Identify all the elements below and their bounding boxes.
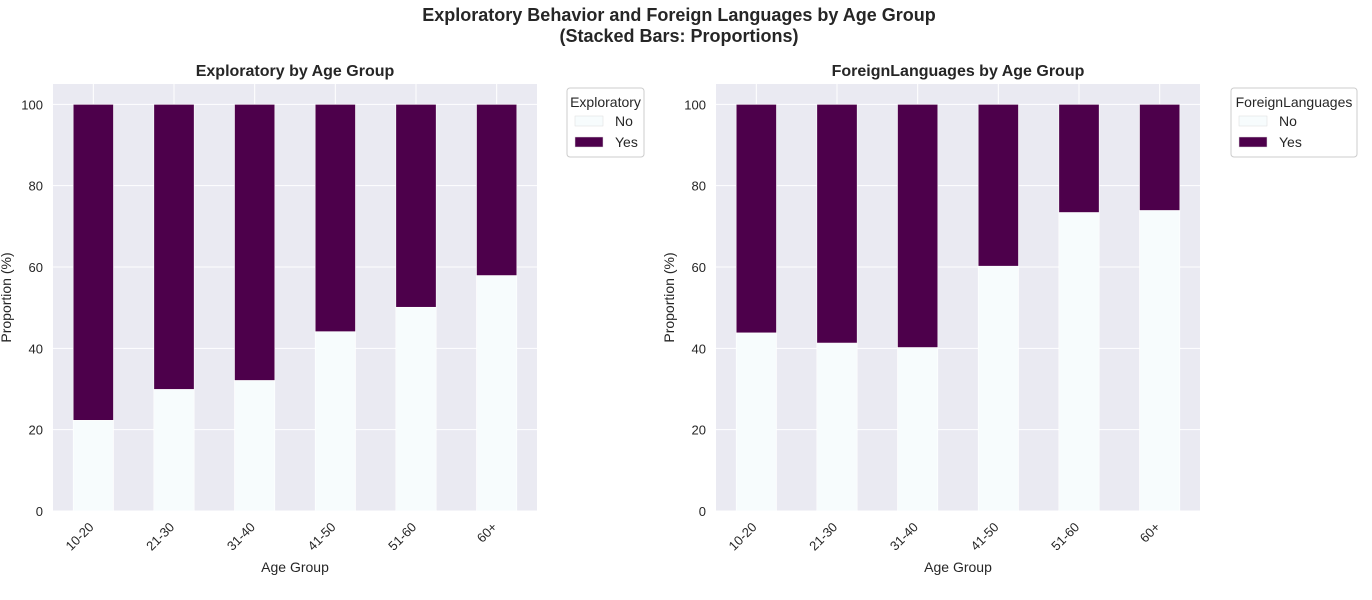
y-tick-label: 40 bbox=[692, 341, 706, 356]
x-tick-label: 60+ bbox=[474, 519, 500, 545]
legend-label: No bbox=[1279, 113, 1297, 129]
bar-yes-41-50 bbox=[977, 104, 1019, 267]
bar-yes-21-30 bbox=[153, 104, 195, 390]
plot-area bbox=[716, 84, 1200, 511]
bar-yes-10-20 bbox=[735, 104, 777, 334]
legend-title: Exploratory bbox=[570, 94, 641, 110]
subplot-title: Exploratory by Age Group bbox=[196, 63, 395, 80]
y-tick-label: 80 bbox=[29, 179, 43, 194]
bar-yes-10-20 bbox=[72, 104, 114, 421]
y-axis-label: Proportion (%) bbox=[0, 252, 14, 342]
legend-swatch-yes bbox=[1238, 136, 1268, 148]
bar-no-51-60 bbox=[395, 306, 437, 512]
y-axis-label: Proportion (%) bbox=[661, 252, 677, 342]
legend-label: Yes bbox=[1279, 134, 1302, 150]
y-tick-label: 40 bbox=[29, 341, 43, 356]
y-tick-label: 80 bbox=[692, 179, 706, 194]
x-tick-label: 31-40 bbox=[224, 519, 258, 553]
legend-swatch-no bbox=[1238, 115, 1268, 127]
x-tick-label: 41-50 bbox=[968, 519, 1002, 553]
x-tick-label: 51-60 bbox=[385, 519, 419, 553]
bar-yes-41-50 bbox=[314, 104, 356, 332]
bar-no-31-40 bbox=[897, 347, 939, 512]
bar-no-60+ bbox=[476, 275, 518, 512]
y-tick-label: 60 bbox=[692, 260, 706, 275]
figure-title-line2: (Stacked Bars: Proportions) bbox=[559, 26, 798, 46]
x-tick-label: 60+ bbox=[1137, 519, 1163, 545]
x-tick-label: 21-30 bbox=[806, 519, 840, 553]
legend-swatch-yes bbox=[574, 136, 604, 148]
subplot-2: 0 20 40 60 80 100 10-20 21-30 31-40 41-50 51-60 60+… bbox=[661, 63, 1358, 575]
x-tick-label: 10-20 bbox=[63, 519, 97, 553]
y-tick-label: 20 bbox=[29, 423, 43, 438]
y-tick-label: 0 bbox=[36, 504, 43, 519]
legend: ForeignLanguages No Yes bbox=[1230, 87, 1358, 158]
x-tick-label: 41-50 bbox=[305, 519, 339, 553]
bar-no-51-60 bbox=[1058, 212, 1100, 512]
x-axis-label: Age Group bbox=[924, 559, 992, 575]
x-tick-label: 51-60 bbox=[1048, 519, 1082, 553]
legend-swatch-no bbox=[574, 115, 604, 127]
plot-area bbox=[53, 84, 537, 511]
bar-no-10-20 bbox=[735, 332, 777, 512]
bar-yes-60+ bbox=[476, 104, 518, 276]
y-tick-label: 100 bbox=[684, 97, 706, 112]
y-tick-label: 100 bbox=[21, 97, 43, 112]
x-axis-label: Age Group bbox=[261, 559, 329, 575]
subplot-1: 0 20 40 60 80 100 10-20 21-30 31-40 41-50 51-60 60+… bbox=[0, 63, 645, 575]
bar-yes-51-60 bbox=[1058, 104, 1100, 213]
x-tick-label: 21-30 bbox=[143, 519, 177, 553]
x-tick-label: 10-20 bbox=[726, 519, 760, 553]
bar-no-21-30 bbox=[153, 389, 195, 512]
bar-no-41-50 bbox=[314, 331, 356, 512]
y-tick-label: 20 bbox=[692, 423, 706, 438]
bar-no-10-20 bbox=[72, 420, 114, 512]
bar-yes-31-40 bbox=[234, 104, 276, 381]
bar-no-60+ bbox=[1139, 210, 1181, 512]
figure-title-line1: Exploratory Behavior and Foreign Languag… bbox=[422, 5, 935, 25]
bar-yes-51-60 bbox=[395, 104, 437, 308]
legend: Exploratory No Yes bbox=[566, 87, 645, 158]
x-tick-label: 31-40 bbox=[887, 519, 921, 553]
legend-title: ForeignLanguages bbox=[1236, 94, 1353, 110]
bar-yes-21-30 bbox=[816, 104, 858, 344]
bar-no-31-40 bbox=[234, 380, 276, 512]
bar-no-21-30 bbox=[816, 342, 858, 512]
bar-yes-31-40 bbox=[897, 104, 939, 348]
bar-no-41-50 bbox=[977, 265, 1019, 512]
bar-yes-60+ bbox=[1139, 104, 1181, 211]
y-tick-label: 60 bbox=[29, 260, 43, 275]
subplot-title: ForeignLanguages by Age Group bbox=[832, 63, 1085, 80]
legend-label: No bbox=[615, 113, 633, 129]
legend-label: Yes bbox=[615, 134, 638, 150]
y-tick-label: 0 bbox=[699, 504, 706, 519]
